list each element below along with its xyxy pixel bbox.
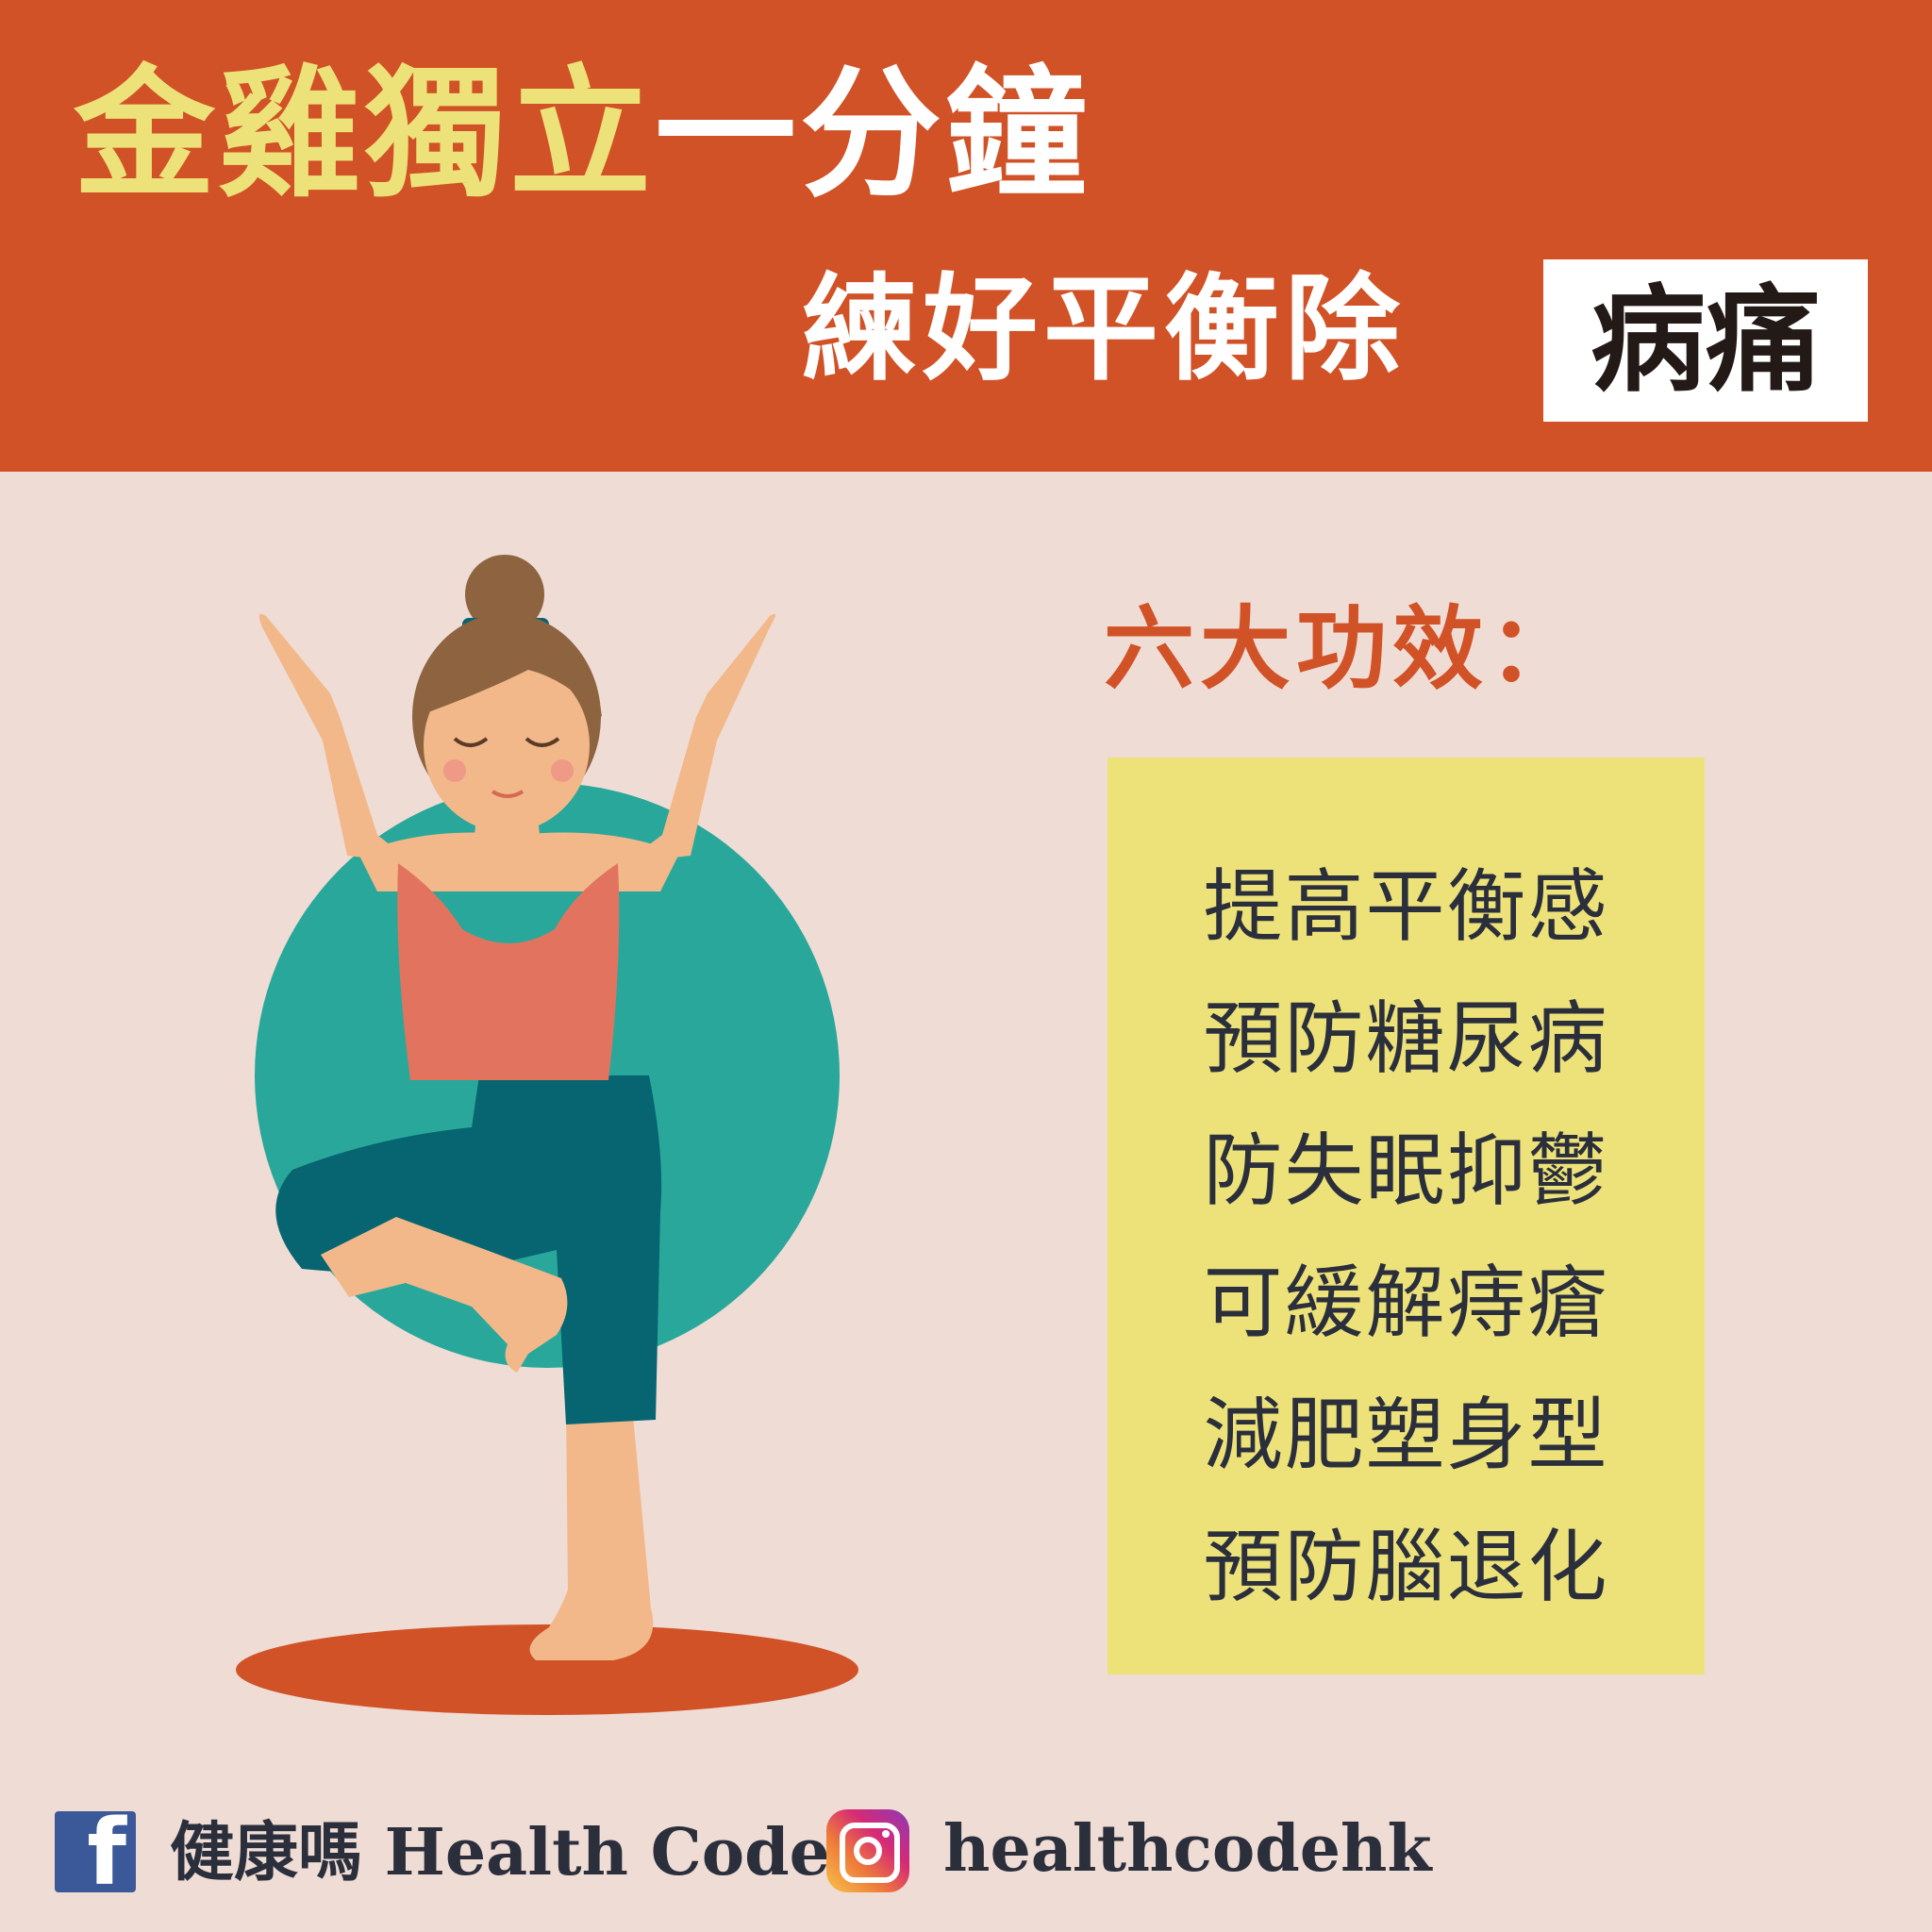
benefit-item: 防失眠抑鬱	[1203, 1124, 1609, 1217]
facebook-icon[interactable]: f	[55, 1807, 136, 1898]
benefit-item: 預防糖尿病	[1203, 992, 1609, 1085]
subtitle: 練好平衡除	[802, 262, 1406, 396]
footer: f 健康嗎 Health Code healthcodehk	[0, 1792, 1932, 1906]
right-arm	[625, 613, 775, 863]
face	[424, 658, 590, 832]
left-eye	[453, 737, 489, 747]
right-cheek	[551, 759, 574, 782]
standing-leg	[529, 1406, 654, 1660]
left-cheek	[443, 759, 466, 782]
subtitle-highlight-box: 病痛	[1543, 259, 1868, 422]
title-part-yellow: 金雞獨立	[74, 53, 656, 217]
right-eye	[525, 737, 560, 747]
benefit-item: 提高平衡感	[1203, 860, 1609, 953]
tank-top	[397, 863, 620, 1080]
floor-mat	[236, 1624, 858, 1715]
hair-fringe	[415, 639, 602, 717]
header-banner: 金雞獨立一分鐘 練好平衡除 病痛	[0, 0, 1932, 472]
benefit-item: 可緩解痔瘡	[1203, 1257, 1609, 1349]
facebook-page-name[interactable]: 健康嗎 Health Code	[170, 1815, 830, 1890]
main-title: 金雞獨立一分鐘	[74, 64, 1091, 206]
title-part-white: 一分鐘	[655, 53, 1091, 217]
yoga-woman-illustration	[236, 555, 858, 1715]
instagram-handle[interactable]: healthcodehk	[943, 1811, 1432, 1887]
benefits-heading: 六大功效：	[1104, 596, 1585, 702]
bent-leg-foot	[321, 1217, 568, 1373]
left-arm	[258, 613, 413, 863]
benefit-item: 減肥塑身型	[1203, 1389, 1609, 1481]
mouth	[491, 790, 525, 798]
benefits-list: 提高平衡感 預防糖尿病 防失眠抑鬱 可緩解痔瘡 減肥塑身型 預防腦退化	[1108, 758, 1705, 1674]
hair-bun	[465, 555, 544, 634]
subtitle-highlight-text: 病痛	[1591, 274, 1821, 408]
instagram-icon[interactable]	[826, 1809, 909, 1892]
benefit-item: 預防腦退化	[1203, 1521, 1609, 1613]
